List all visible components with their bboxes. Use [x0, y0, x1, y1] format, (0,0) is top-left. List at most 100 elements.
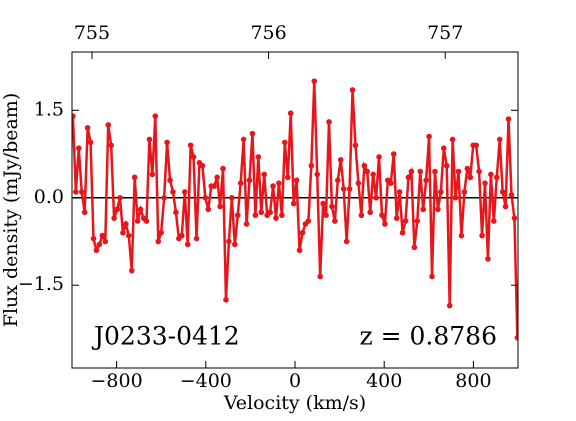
- data-point: [355, 180, 362, 186]
- data-point: [314, 171, 321, 178]
- data-point: [273, 215, 279, 221]
- data-point: [81, 209, 88, 216]
- data-point: [329, 203, 335, 210]
- data-point: [123, 221, 129, 227]
- data-point: [237, 180, 244, 186]
- data-point: [343, 238, 350, 245]
- data-point: [199, 162, 206, 169]
- data-point: [317, 273, 323, 280]
- data-point: [117, 194, 123, 201]
- data-point: [220, 165, 226, 172]
- data-point: [373, 194, 379, 201]
- data-point: [279, 212, 285, 219]
- data-point: [131, 174, 138, 181]
- data-point: [388, 180, 394, 186]
- data-point: [435, 206, 441, 213]
- data-point: [158, 229, 164, 236]
- data-point: [493, 174, 500, 181]
- data-point: [290, 200, 297, 207]
- data-point: [367, 209, 373, 216]
- data-point: [346, 186, 353, 192]
- x-axis-label: Velocity (km/s): [223, 392, 366, 414]
- data-point: [252, 212, 259, 219]
- x-tick-label: 800: [455, 370, 491, 392]
- data-point: [111, 215, 117, 221]
- data-point: [332, 218, 338, 224]
- data-point: [326, 119, 332, 125]
- y-tick-label: 1.5: [34, 98, 64, 120]
- data-point: [382, 221, 388, 227]
- data-point: [438, 189, 444, 195]
- data-point: [249, 130, 256, 137]
- data-point: [399, 229, 406, 236]
- x-tick-label: 400: [366, 370, 402, 392]
- data-point: [226, 238, 232, 245]
- data-point: [320, 200, 326, 207]
- data-point: [452, 194, 459, 201]
- data-point: [482, 180, 488, 186]
- data-point: [75, 145, 82, 151]
- x-tick-label: −400: [180, 370, 232, 392]
- data-point: [449, 136, 456, 143]
- data-point: [364, 168, 371, 175]
- data-point: [240, 136, 247, 143]
- data-point: [181, 189, 188, 195]
- annotation: J0233-0412: [91, 322, 240, 351]
- data-point: [255, 154, 262, 160]
- data-point: [128, 267, 135, 274]
- data-point: [287, 110, 294, 117]
- data-point: [446, 302, 453, 309]
- data-point: [473, 142, 479, 149]
- data-point: [126, 232, 132, 239]
- data-point: [267, 209, 273, 216]
- data-point: [258, 209, 265, 216]
- data-point: [72, 113, 76, 119]
- data-point: [282, 139, 288, 146]
- data-point: [502, 203, 509, 210]
- data-point: [379, 212, 385, 219]
- data-point: [414, 218, 421, 224]
- data-point: [443, 162, 450, 169]
- data-point: [352, 142, 359, 149]
- data-point: [508, 192, 515, 198]
- data-point: [84, 124, 91, 131]
- data-point: [370, 171, 376, 178]
- data-point: [179, 232, 185, 239]
- series-line: [72, 81, 518, 338]
- data-point: [202, 194, 209, 201]
- data-point: [464, 165, 471, 172]
- data-point: [358, 212, 365, 219]
- data-point: [134, 218, 141, 224]
- data-point: [376, 154, 382, 160]
- data-point: [170, 189, 176, 195]
- data-point: [155, 238, 162, 245]
- data-point: [161, 194, 167, 201]
- data-point: [461, 189, 468, 195]
- data-point: [485, 256, 491, 262]
- data-point: [243, 221, 250, 227]
- data-point: [193, 235, 200, 242]
- data-point: [296, 247, 303, 254]
- y-tick-label: 0.0: [34, 186, 64, 208]
- data-point: [305, 218, 312, 224]
- data-point: [408, 168, 415, 175]
- data-point: [420, 206, 426, 213]
- data-point: [396, 189, 403, 195]
- data-point: [114, 206, 120, 213]
- data-point: [349, 87, 356, 93]
- data-point: [499, 189, 506, 195]
- data-point: [149, 171, 156, 178]
- data-point: [99, 232, 106, 239]
- data-point: [293, 177, 300, 184]
- data-point: [96, 241, 103, 248]
- data-point: [105, 122, 112, 128]
- data-point: [120, 229, 126, 236]
- data-point: [261, 171, 268, 178]
- data-point: [217, 203, 223, 210]
- data-point: [143, 218, 150, 224]
- data-point: [426, 133, 432, 140]
- data-point: [308, 162, 315, 169]
- data-point: [78, 189, 85, 195]
